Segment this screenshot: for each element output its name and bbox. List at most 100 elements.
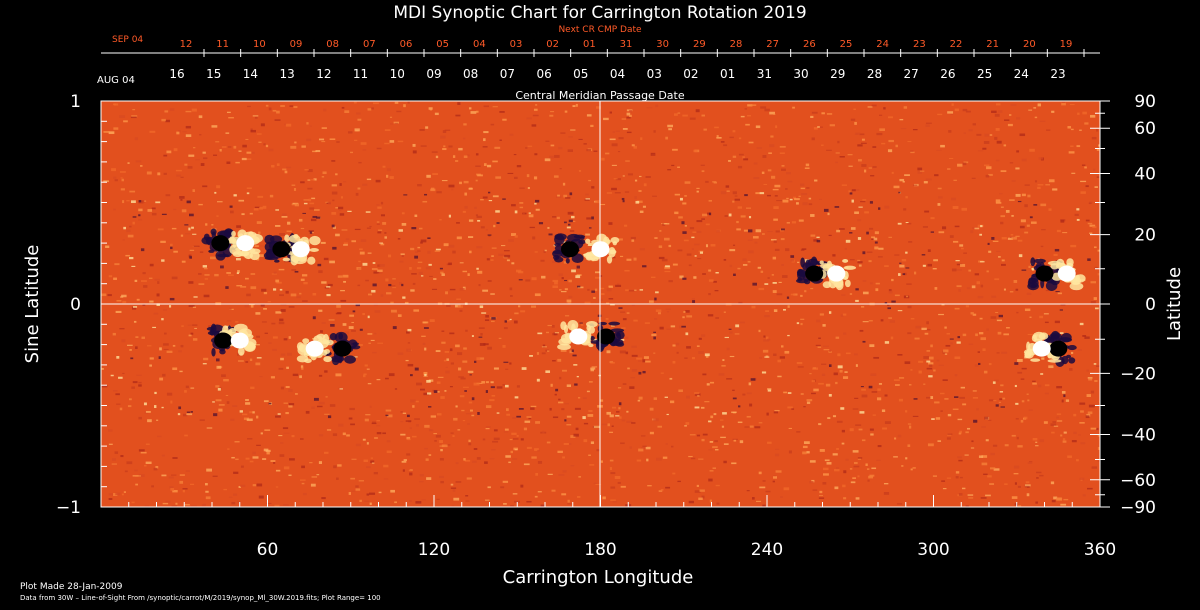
field-speckle (696, 484, 699, 487)
field-speckle (182, 413, 188, 417)
field-speckle (543, 250, 546, 253)
field-speckle (811, 392, 816, 395)
field-speckle (653, 130, 656, 133)
field-speckle (276, 110, 280, 114)
field-speckle (720, 436, 726, 439)
field-speckle (626, 258, 632, 261)
field-speckle (625, 289, 629, 292)
field-speckle (904, 174, 910, 177)
field-speckle (770, 238, 777, 241)
field-speckle (857, 458, 861, 460)
field-speckle (493, 367, 499, 370)
field-speckle (569, 256, 573, 259)
field-speckle (354, 128, 360, 132)
field-speckle (332, 226, 336, 229)
field-speckle (791, 221, 797, 224)
field-speckle (181, 260, 186, 263)
field-speckle-activity (268, 402, 272, 405)
field-speckle (192, 189, 195, 193)
field-speckle (747, 260, 751, 263)
field-speckle (172, 457, 178, 459)
field-speckle (773, 353, 777, 356)
field-speckle-activity (372, 262, 376, 264)
field-speckle (915, 325, 922, 329)
field-speckle (816, 319, 821, 323)
field-speckle (142, 272, 146, 275)
next-cr-month: SEP 04 (112, 35, 143, 45)
field-speckle (595, 200, 600, 204)
field-speckle (833, 372, 838, 376)
field-speckle (964, 454, 969, 456)
field-speckle (356, 267, 362, 270)
field-speckle (397, 140, 404, 143)
field-speckle (499, 111, 505, 113)
field-speckle (467, 273, 470, 277)
field-speckle (321, 281, 327, 284)
field-speckle (254, 116, 258, 119)
field-speckle (194, 327, 198, 329)
field-speckle (364, 500, 370, 502)
field-speckle (125, 254, 130, 257)
field-speckle-activity (518, 407, 524, 410)
field-speckle (185, 110, 192, 113)
field-speckle (228, 496, 233, 498)
field-speckle (290, 293, 297, 297)
field-speckle (433, 433, 438, 435)
positive-core (291, 241, 310, 258)
field-speckle (1013, 473, 1019, 475)
field-speckle (641, 447, 646, 450)
field-speckle (752, 236, 759, 239)
field-speckle (365, 414, 371, 416)
field-speckle (412, 282, 416, 285)
field-speckle-activity (874, 241, 878, 244)
field-speckle (462, 420, 466, 422)
field-speckle (587, 414, 594, 417)
field-speckle (942, 379, 948, 381)
field-speckle (1076, 145, 1081, 148)
field-speckle (291, 269, 297, 271)
y-tick-label-right: 0 (1145, 295, 1156, 315)
field-speckle (843, 332, 847, 335)
field-speckle (205, 223, 208, 226)
cmp-date-label: 31 (757, 67, 772, 81)
field-speckle (689, 117, 696, 120)
field-speckle (665, 486, 671, 489)
field-speckle (940, 410, 943, 412)
field-speckle-activity (1031, 267, 1035, 271)
field-speckle (377, 231, 382, 234)
field-speckle-activity (708, 420, 712, 423)
field-speckle (365, 279, 369, 282)
field-speckle (414, 400, 419, 403)
field-speckle-activity (123, 226, 127, 230)
field-speckle (428, 107, 433, 110)
cmp-date-label: 24 (1014, 67, 1029, 81)
field-speckle (477, 174, 483, 177)
field-speckle (552, 416, 559, 419)
negative-polarity-patch (211, 347, 216, 357)
field-speckle (512, 417, 516, 420)
field-speckle (685, 395, 690, 399)
field-speckle (280, 105, 285, 107)
field-speckle (804, 167, 810, 170)
field-speckle (810, 287, 814, 290)
y-tick-label-right: 20 (1134, 226, 1156, 246)
field-speckle (560, 290, 567, 293)
field-speckle (351, 458, 357, 460)
field-speckle (709, 499, 712, 503)
field-speckle (1005, 209, 1010, 213)
field-speckle (316, 405, 323, 408)
field-speckle (303, 199, 310, 201)
field-speckle (895, 144, 898, 148)
field-speckle-activity (862, 340, 866, 343)
field-speckle (485, 228, 488, 231)
field-speckle-activity (503, 361, 509, 363)
field-speckle (1020, 378, 1025, 380)
field-speckle (503, 327, 508, 330)
field-speckle (732, 244, 736, 246)
field-speckle (235, 161, 240, 164)
field-speckle-activity (403, 194, 408, 196)
field-speckle (1052, 421, 1057, 423)
field-speckle (1069, 104, 1075, 106)
field-speckle (821, 144, 824, 146)
field-speckle (358, 480, 364, 482)
